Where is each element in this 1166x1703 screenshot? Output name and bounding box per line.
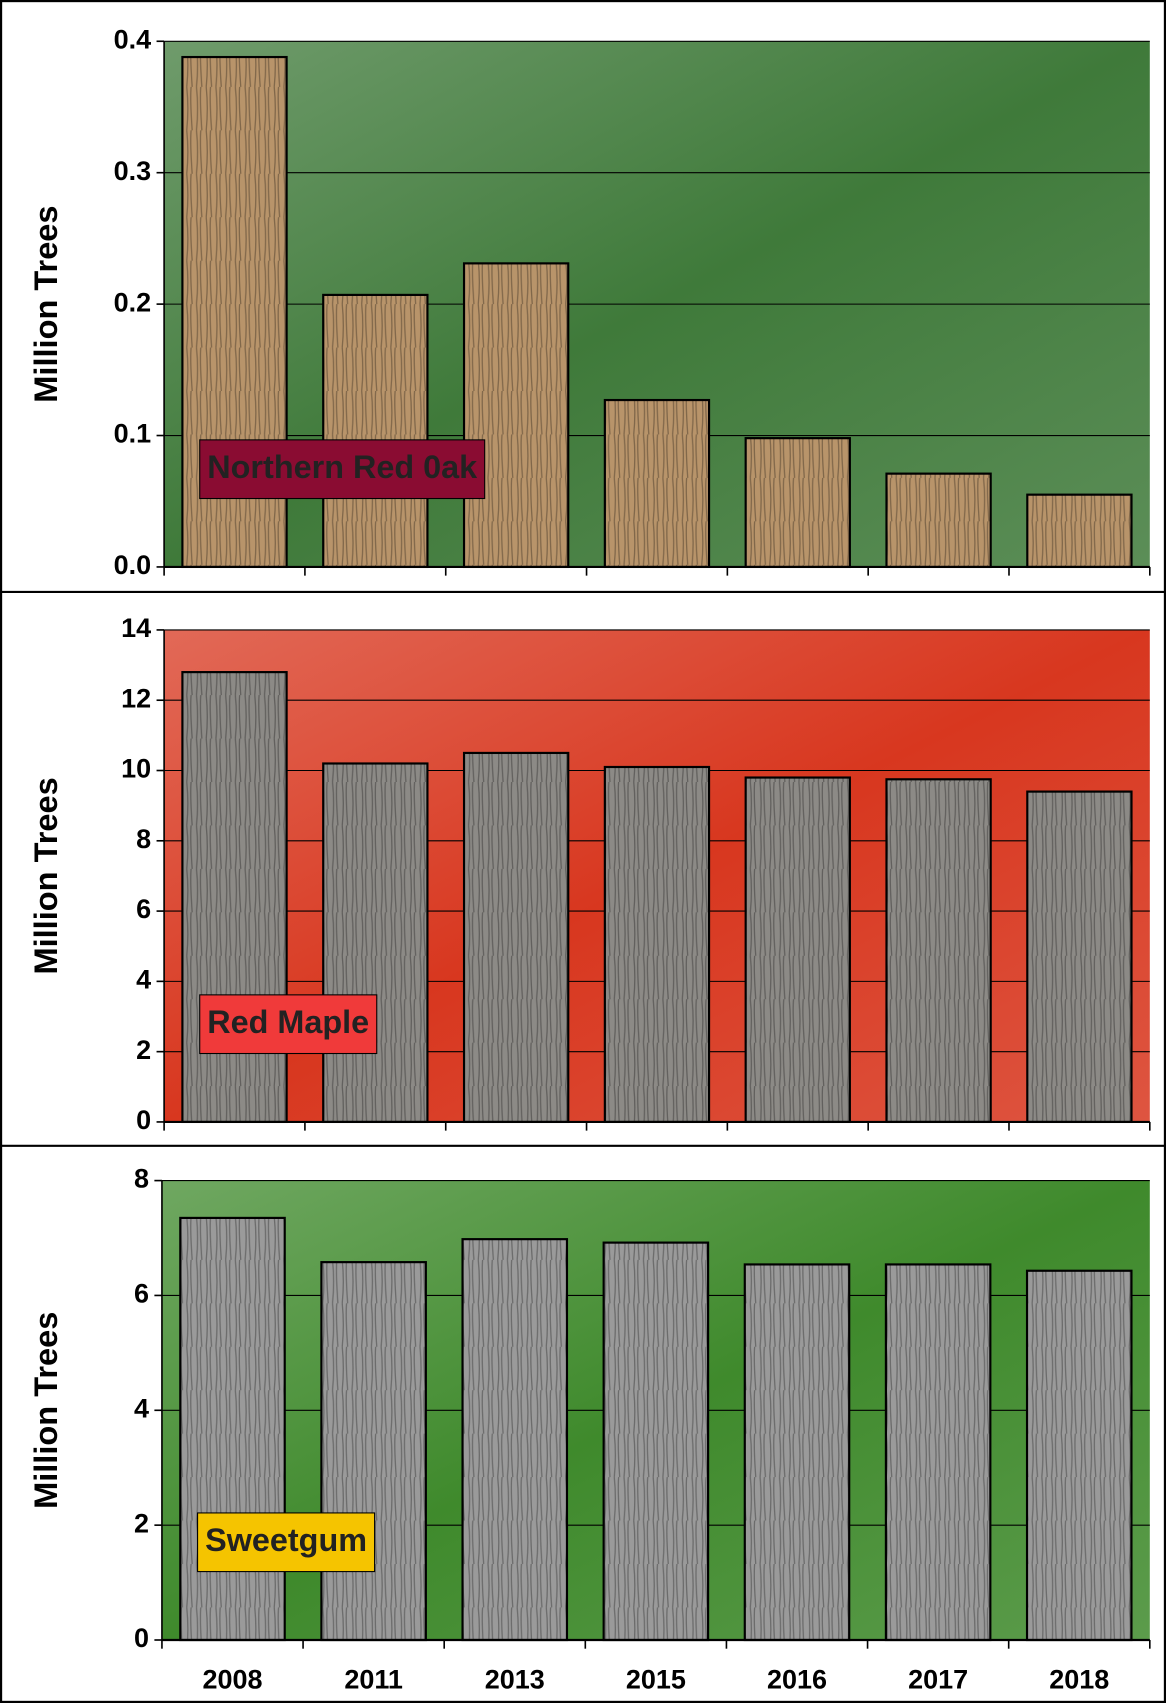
y-tick-label: 0 [134, 1622, 149, 1653]
y-tick-label: 2 [134, 1507, 149, 1538]
x-tick-label: 2018 [1049, 1663, 1109, 1694]
bar [1026, 493, 1133, 569]
bar [885, 472, 992, 569]
y-tick-label: 14 [121, 612, 151, 643]
bar [885, 778, 992, 1124]
x-tick-label: 2017 [908, 1663, 968, 1694]
y-axis-label: Million Trees [28, 777, 64, 974]
bar [462, 262, 570, 569]
x-tick-label: 2013 [485, 1663, 545, 1694]
bar [603, 398, 711, 569]
y-tick-label: 0.2 [114, 286, 152, 317]
species-label: Sweetgum [205, 1522, 367, 1558]
y-axis-label: Million Trees [28, 1312, 64, 1509]
y-tick-label: 6 [136, 893, 151, 924]
species-label: Northern Red 0ak [207, 449, 478, 485]
y-tick-label: 0.1 [114, 418, 152, 449]
x-tick-label: 2011 [344, 1663, 403, 1694]
y-tick-label: 8 [136, 823, 151, 854]
bar [744, 776, 851, 1124]
x-tick-label: 2015 [626, 1663, 686, 1694]
species-label: Red Maple [207, 1004, 369, 1040]
y-tick-label: 2 [136, 1034, 151, 1065]
y-tick-label: 0.3 [114, 155, 152, 186]
bar [181, 671, 288, 1124]
bar [602, 1241, 710, 1642]
y-tick-label: 12 [121, 682, 151, 713]
y-tick-label: 0.0 [114, 549, 152, 580]
bar [462, 751, 570, 1124]
y-tick-label: 8 [134, 1163, 149, 1194]
y-tick-label: 10 [121, 753, 151, 784]
y-axis-label: Million Trees [28, 205, 64, 402]
x-tick-label: 2008 [202, 1663, 262, 1694]
y-tick-label: 0.4 [114, 23, 152, 54]
bar [461, 1238, 569, 1642]
bar [603, 765, 711, 1124]
bar [744, 437, 851, 569]
bar [179, 1216, 286, 1642]
bar [322, 762, 429, 1124]
bar [322, 293, 429, 569]
x-tick-label: 2016 [767, 1663, 827, 1694]
bar [1026, 790, 1133, 1124]
y-tick-label: 4 [134, 1392, 149, 1423]
bar [320, 1261, 427, 1642]
species-label-box [199, 994, 378, 1055]
bar [884, 1263, 992, 1642]
y-tick-label: 0 [136, 1104, 151, 1135]
species-label-box [197, 1512, 376, 1573]
bar [1025, 1269, 1133, 1642]
y-tick-label: 4 [136, 963, 151, 994]
y-tick-label: 6 [134, 1278, 149, 1309]
bar [743, 1263, 851, 1642]
species-label-box [199, 439, 486, 500]
